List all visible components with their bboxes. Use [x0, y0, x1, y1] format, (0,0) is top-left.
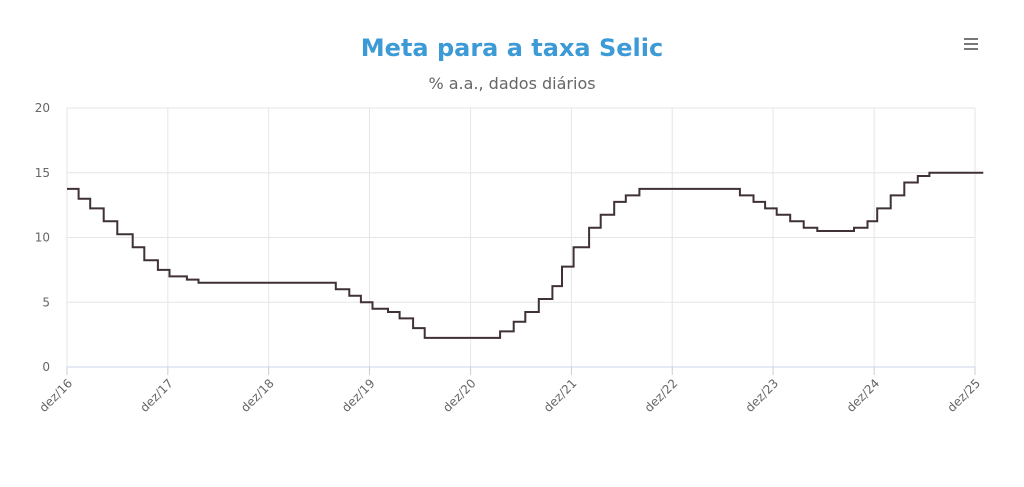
x-tick-label: dez/23 [743, 376, 782, 415]
y-tick-label: 10 [35, 231, 50, 245]
x-tick-label: dez/21 [541, 376, 580, 415]
x-tick-label: dez/18 [238, 376, 277, 415]
x-tick-label: dez/24 [844, 376, 883, 415]
x-tick-label: dez/17 [137, 376, 176, 415]
chart-subtitle: % a.a., dados diários [428, 74, 596, 93]
y-tick-label: 15 [35, 166, 50, 180]
y-tick-label: 0 [42, 360, 50, 374]
y-tick-label: 20 [35, 101, 50, 115]
x-tick-label: dez/19 [339, 376, 378, 415]
y-tick-label: 5 [42, 295, 50, 309]
x-tick-label: dez/16 [36, 376, 75, 415]
x-tick-label: dez/20 [440, 376, 479, 415]
selic-series-line [67, 171, 984, 339]
x-tick-label: dez/25 [944, 376, 983, 415]
x-tick-label: dez/22 [642, 376, 681, 415]
chart-title: Meta para a taxa Selic [360, 34, 664, 62]
hamburger-menu-icon[interactable] [962, 35, 980, 53]
